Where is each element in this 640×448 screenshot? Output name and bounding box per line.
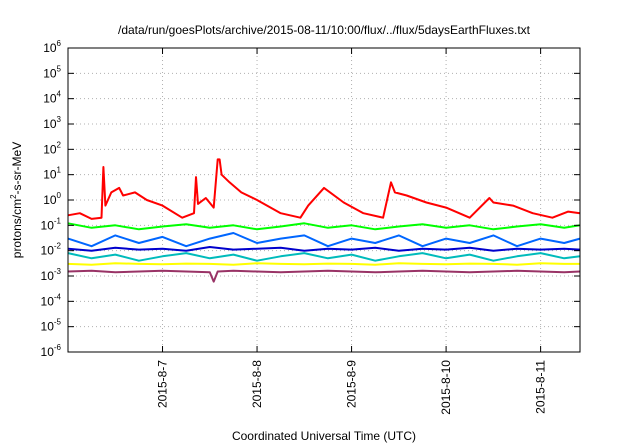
y-tick-label: 10-6 [41,343,62,359]
y-tick-label: 105 [43,64,61,80]
y-axis: 10-610-510-410-310-210-11001011021031041… [41,39,580,359]
y-tick-base: 10 [43,66,57,80]
series-layer [67,158,581,283]
y-tick-label: 101 [43,166,61,182]
y-tick-label: 10-3 [41,267,62,283]
y-tick-exponent: -6 [54,343,62,352]
x-tick-label: 2015-8-11 [534,360,548,414]
y-tick-exponent: -3 [54,267,62,276]
series-line-1 [67,158,581,220]
y-tick-base: 10 [43,193,57,207]
y-axis-label: protons/cm2-s-sr-MeV [9,142,24,258]
y-tick-exponent: 4 [57,90,62,99]
x-tick-label: 2015-8-9 [345,360,359,408]
x-axis-label: Coordinated Universal Time (UTC) [232,429,416,443]
y-tick-exponent: 1 [57,166,62,175]
series-line-4 [67,232,581,248]
y-tick-exponent: 3 [57,115,62,124]
y-tick-exponent: 0 [57,191,62,200]
y-tick-base: 10 [41,218,55,232]
y-axis-label-main: protons/cm [10,199,24,258]
y-axis-label-units: -s-sr-MeV [10,142,24,195]
y-tick-exponent: -4 [54,292,62,301]
y-tick-base: 10 [41,345,55,359]
y-tick-base: 10 [41,269,55,283]
y-tick-exponent: 6 [57,39,62,48]
series-line-3 [67,252,581,262]
y-tick-base: 10 [41,294,55,308]
y-tick-base: 10 [43,92,57,106]
y-tick-base: 10 [43,142,57,156]
y-tick-base: 10 [43,117,57,131]
y-tick-label: 10-5 [41,318,62,334]
y-tick-label: 10-4 [41,292,62,308]
grid [68,48,580,352]
series-line-7 [67,269,581,283]
chart-title: /data/run/goesPlots/archive/2015-08-11/1… [118,23,531,37]
y-tick-base: 10 [41,244,55,258]
y-tick-label: 104 [43,90,61,106]
y-tick-label: 106 [43,39,61,55]
y-tick-exponent: 2 [57,140,62,149]
x-tick-label: 2015-8-8 [250,360,264,408]
y-tick-label: 10-2 [41,242,62,258]
y-tick-label: 10-1 [41,216,62,232]
series-line-5 [67,246,581,252]
y-tick-exponent: -2 [54,242,62,251]
x-tick-label: 2015-8-10 [439,360,453,415]
y-tick-exponent: 5 [57,64,62,73]
series-line-6 [67,262,580,266]
x-axis: 2015-8-7 2015-8-8 2015-8-9 2015-8-10 2015-8-… [156,48,548,415]
y-tick-base: 10 [43,41,57,55]
y-tick-base: 10 [41,320,55,334]
y-tick-label: 103 [43,115,61,131]
x-tick-label: 2015-8-7 [156,360,170,408]
y-tick-base: 10 [43,168,57,182]
y-tick-label: 100 [43,191,61,207]
y-axis-label-superscript: 2 [9,194,18,199]
y-tick-label: 102 [43,140,61,156]
y-tick-exponent: -5 [54,318,62,327]
series-line-2 [67,222,581,231]
y-tick-exponent: -1 [54,216,62,225]
